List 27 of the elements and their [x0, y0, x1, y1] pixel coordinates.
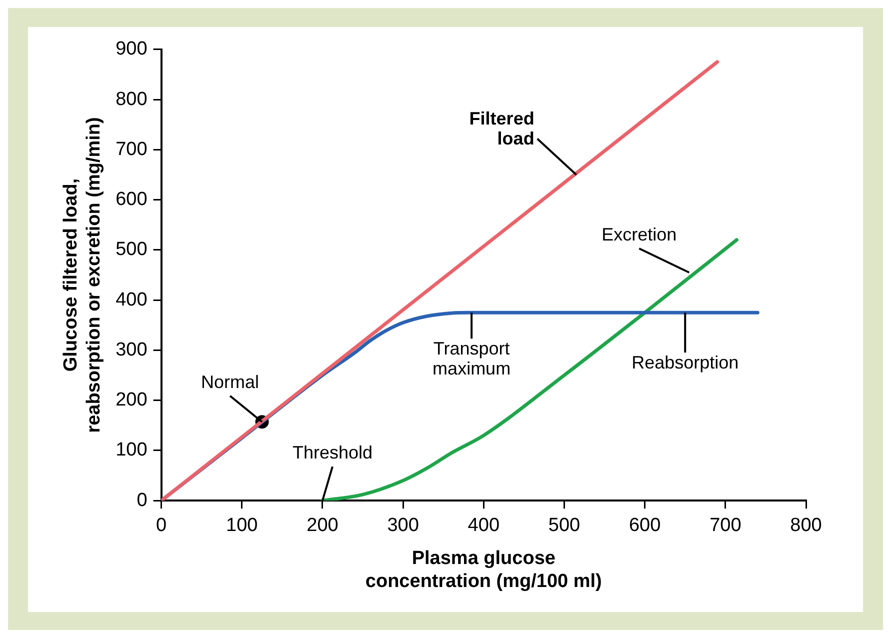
y-tick-label: 600 [115, 188, 147, 210]
y-tick-label: 800 [115, 88, 147, 110]
y-tick-label: 300 [115, 338, 147, 360]
y-tick-label: 500 [115, 238, 147, 260]
y-axis-title: Glucose filtered load, reabsorption or excretion (mg/min) [60, 116, 104, 432]
x-tick-label: 500 [548, 514, 580, 536]
x-tick-label: 600 [628, 514, 660, 536]
y-tick-label: 900 [115, 38, 147, 60]
x-tick-label: 300 [386, 514, 418, 536]
y-tick-label: 400 [115, 288, 147, 310]
y-tick-label: 200 [115, 389, 147, 410]
annotation: Normal [200, 371, 259, 392]
annotation: Threshold [292, 442, 372, 462]
x-tick-label: 700 [709, 514, 741, 536]
annotation: Reabsorption [631, 352, 738, 372]
annotation: Filtered load [468, 108, 534, 148]
x-tick-label: 200 [306, 514, 338, 536]
x-tick-label: 400 [467, 514, 499, 536]
annotation: Excretion [601, 224, 676, 244]
annotation: Transport maximum [432, 338, 510, 378]
x-tick-label: 800 [790, 514, 822, 536]
x-tick-label: 100 [226, 514, 258, 536]
x-axis-title: Plasma glucose concentration (mg/100 ml) [364, 548, 602, 592]
y-tick-label: 0 [136, 489, 147, 510]
y-tick-label: 100 [115, 439, 147, 460]
y-tick-label: 700 [115, 138, 147, 160]
x-tick-label: 0 [156, 514, 166, 536]
